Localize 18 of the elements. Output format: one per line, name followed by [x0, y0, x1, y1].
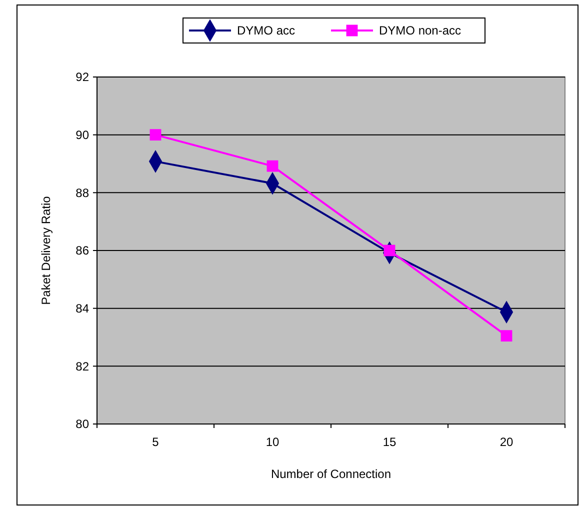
y-tick-label: 86: [76, 244, 90, 258]
y-tick-label: 88: [76, 186, 90, 200]
y-tick-label: 92: [76, 70, 90, 84]
x-tick-label: 5: [152, 435, 160, 449]
point: [150, 129, 162, 141]
legend-label: DYMO acc: [237, 24, 296, 38]
y-tick-label: 82: [76, 359, 90, 374]
y-tick-label: 80: [76, 417, 90, 432]
y-tick-label: 84: [76, 302, 90, 316]
x-tick-label: 10: [266, 435, 280, 449]
y-axis-title: Paket Delivery Ratio: [39, 196, 53, 305]
y-tick-label: 90: [76, 128, 90, 142]
point: [266, 160, 278, 172]
x-axis-title: Number of Connection: [270, 467, 392, 481]
point: [500, 330, 512, 342]
x-tick-label: 15: [382, 435, 396, 449]
legend-label: DYMO non-acc: [379, 24, 462, 38]
x-tick-label: 20: [500, 435, 514, 449]
